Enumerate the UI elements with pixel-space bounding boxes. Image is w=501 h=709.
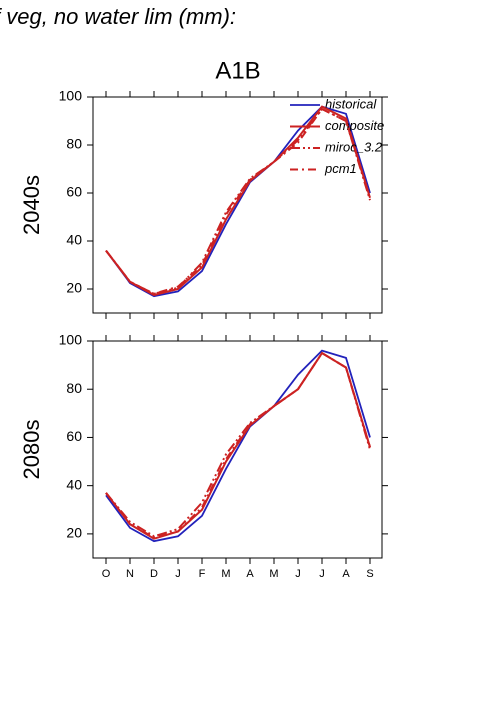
x-tick-label: F [199, 568, 206, 580]
chart-title: f veg, no water lim (mm): [0, 4, 236, 29]
legend-label: historical [325, 96, 377, 111]
legend-label: composite [325, 118, 384, 133]
y-tick-label: 40 [66, 476, 82, 492]
x-tick-label: D [150, 568, 158, 580]
y-tick-label: 80 [66, 380, 82, 396]
series-line [105, 107, 371, 295]
x-tick-label: A [246, 568, 254, 580]
y-tick-label: 20 [66, 280, 82, 296]
legend-label: pcm1 [324, 161, 357, 176]
y-axis-label: 2080s [19, 420, 44, 480]
y-tick-label: 20 [66, 525, 82, 541]
y-tick-label: 100 [59, 332, 83, 348]
x-tick-label: O [102, 568, 111, 580]
y-axis-label: 2040s [19, 175, 44, 235]
x-tick-label: N [126, 568, 134, 580]
y-tick-label: 80 [66, 136, 82, 152]
x-tick-label: M [269, 568, 278, 580]
x-tick-label: M [221, 568, 230, 580]
chart-subtitle: A1B [215, 57, 260, 84]
x-tick-label: S [366, 568, 373, 580]
legend-label: miroc_3.2 [325, 139, 383, 154]
y-tick-label: 40 [66, 232, 82, 248]
y-tick-label: 60 [66, 184, 82, 200]
y-tick-label: 60 [66, 428, 82, 444]
x-tick-label: J [295, 568, 301, 580]
series-line [105, 351, 371, 539]
series-line [105, 105, 371, 297]
x-tick-label: J [319, 568, 325, 580]
series-line [105, 349, 371, 543]
plot-frame [92, 340, 383, 559]
x-tick-label: J [175, 568, 181, 580]
plot-frame [92, 96, 383, 314]
y-tick-label: 100 [59, 88, 83, 104]
x-tick-label: A [342, 568, 350, 580]
